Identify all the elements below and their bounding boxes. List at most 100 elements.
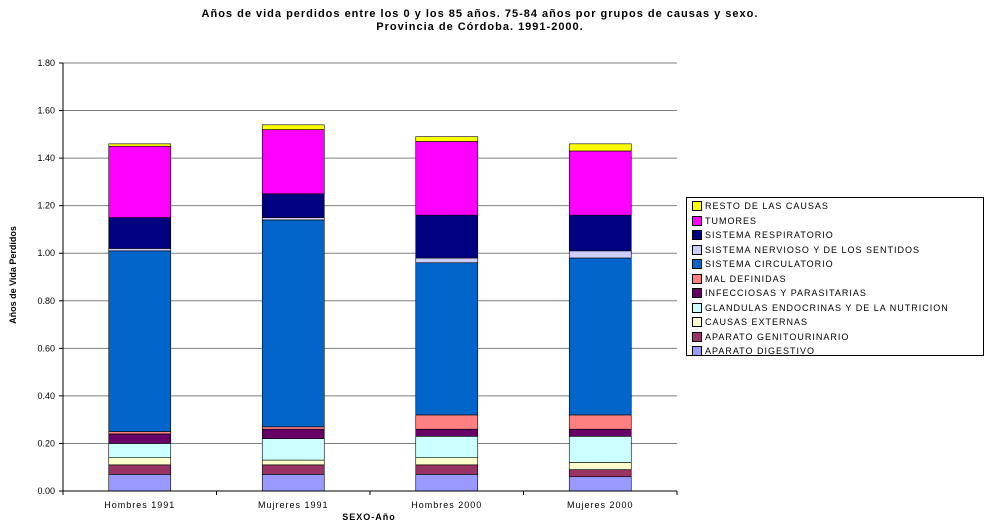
legend-item: SISTEMA NERVIOSO Y DE LOS SENTIDOS <box>692 243 983 258</box>
bar-segment <box>568 414 632 430</box>
bar-segment <box>568 150 632 216</box>
x-tick-labels: Hombres 1991 Mujreres 1991 Hombres 2000 Muj… <box>62 491 678 510</box>
y-tick-label: 0.60 <box>37 343 55 353</box>
legend-label: GLANDULAS ENDOCRINAS Y DE LA NUTRICION <box>705 302 949 313</box>
bar-segment <box>415 136 479 142</box>
legend-label: SISTEMA CIRCULATORIO <box>705 259 834 270</box>
bar-stack <box>568 143 632 492</box>
y-tick-label: 0.20 <box>37 438 55 448</box>
bars <box>108 124 632 492</box>
bar-segment <box>261 474 325 492</box>
bar-segment <box>568 250 632 259</box>
x-tick-label: Mujeres 2000 <box>567 500 634 510</box>
legend-label: RESTO DE LAS CAUSAS <box>705 201 829 212</box>
legend-item: APARATO GENITOURINARIO <box>692 330 983 345</box>
legend-label: APARATO DIGESTIVO <box>705 346 816 357</box>
x-tick-label: Mujreres 1991 <box>258 500 329 510</box>
bar-segment <box>108 457 172 466</box>
y-axis-title: Años de Vida Perdidos <box>8 226 18 324</box>
legend-swatch <box>692 346 702 357</box>
legend: RESTO DE LAS CAUSAS TUMORES SISTEMA RESPIR… <box>686 197 984 359</box>
bar-segment <box>261 428 325 439</box>
x-axis-title: SEXO-Año <box>342 512 396 522</box>
bar-segment <box>568 143 632 152</box>
chart-title-line1: Años de vida perdidos entre los 0 y los … <box>201 8 759 20</box>
legend-item: CAUSAS EXTERNAS <box>692 315 983 330</box>
bar-segment <box>261 464 325 475</box>
x-tick-label: Hombres 1991 <box>104 500 175 510</box>
bar-segment <box>261 193 325 218</box>
bar-segment <box>568 469 632 478</box>
bar-segment <box>415 457 479 466</box>
bar-segment <box>108 464 172 475</box>
y-tick-label: 0.80 <box>37 296 55 306</box>
legend-swatch <box>692 201 702 212</box>
legend-swatch <box>692 288 702 299</box>
y-tick-label: 0.40 <box>37 391 55 401</box>
legend-swatch <box>692 302 702 313</box>
legend-swatch <box>692 317 702 328</box>
bar-segment <box>108 443 172 459</box>
bar-segment <box>108 250 172 432</box>
legend-item: RESTO DE LAS CAUSAS <box>692 199 983 214</box>
legend-swatch <box>692 215 702 226</box>
bar-segment <box>568 214 632 252</box>
bar-segment <box>108 145 172 218</box>
legend-item: APARATO DIGESTIVO <box>692 344 983 359</box>
bar-segment <box>261 124 325 130</box>
chart-title-line2: Provincia de Córdoba. 1991-2000. <box>376 21 584 33</box>
bar-segment <box>261 219 325 428</box>
legend-item: MAL DEFINIDAS <box>692 272 983 287</box>
bar-segment <box>261 217 325 221</box>
y-tick-label: 1.80 <box>37 58 55 68</box>
legend-swatch <box>692 244 702 255</box>
x-tick-label: Hombres 2000 <box>411 500 482 510</box>
bar-segment <box>261 438 325 461</box>
bar-segment <box>108 143 172 147</box>
legend-label: MAL DEFINIDAS <box>705 273 787 284</box>
bar-segment <box>415 436 479 459</box>
bar-stack <box>415 136 479 492</box>
bar-segment <box>415 414 479 430</box>
y-tick-label: 0.00 <box>37 486 55 496</box>
legend-item: SISTEMA RESPIRATORIO <box>692 228 983 243</box>
legend-swatch <box>692 331 702 342</box>
legend-item: INFECCIOSAS Y PARASITARIAS <box>692 286 983 301</box>
y-tick-label: 1.00 <box>37 248 55 258</box>
legend-label: INFECCIOSAS Y PARASITARIAS <box>705 288 867 299</box>
legend-item: TUMORES <box>692 214 983 229</box>
legend-label: SISTEMA NERVIOSO Y DE LOS SENTIDOS <box>705 244 921 255</box>
y-tick-label: 1.40 <box>37 153 55 163</box>
bar-segment <box>108 217 172 249</box>
legend-label: TUMORES <box>705 215 757 226</box>
bar-segment <box>261 129 325 195</box>
legend-label: SISTEMA RESPIRATORIO <box>705 230 834 241</box>
bar-segment <box>108 474 172 492</box>
bar-segment <box>568 436 632 463</box>
bar-segment <box>568 476 632 492</box>
legend-label: CAUSAS EXTERNAS <box>705 317 809 328</box>
y-tick-label: 1.60 <box>37 106 55 116</box>
bar-stack <box>261 124 325 492</box>
bar-segment <box>415 464 479 475</box>
bar-segment <box>568 428 632 437</box>
legend-swatch <box>692 230 702 241</box>
y-tick-label: 1.20 <box>37 201 55 211</box>
legend-item: SISTEMA CIRCULATORIO <box>692 257 983 272</box>
bar-segment <box>568 257 632 416</box>
bar-segment <box>415 428 479 437</box>
bar-segment <box>261 459 325 466</box>
legend-item: GLANDULAS ENDOCRINAS Y DE LA NUTRICION <box>692 301 983 316</box>
legend-swatch <box>692 273 702 284</box>
bar-segment <box>261 426 325 430</box>
bar-segment <box>415 214 479 259</box>
legend-swatch <box>692 259 702 270</box>
bar-segment <box>108 248 172 252</box>
bar-segment <box>108 433 172 444</box>
legend-label: APARATO GENITOURINARIO <box>705 331 850 342</box>
bar-stack <box>108 143 172 492</box>
bar-segment <box>108 431 172 435</box>
chart-title: Años de vida perdidos entre los 0 y los … <box>0 8 960 34</box>
y-tick-labels: 0.00 0.20 0.40 0.60 0.80 1.00 1.20 1.40 1.60 1.80 <box>37 58 55 496</box>
